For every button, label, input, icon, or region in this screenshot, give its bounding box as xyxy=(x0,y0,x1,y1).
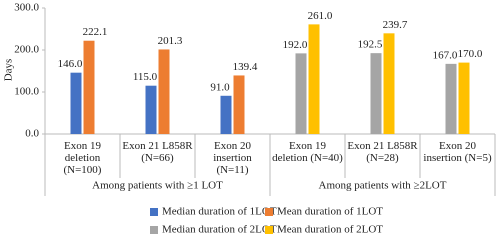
bar xyxy=(145,85,157,134)
bar xyxy=(70,72,82,134)
y-tick-label: 100.0 xyxy=(14,86,39,98)
x-tick-label: Exon 21 L858R (N=28) xyxy=(347,140,418,164)
value-label: 115.0 xyxy=(133,71,158,83)
legend-label: Mean duration of 2LOT xyxy=(277,224,383,236)
value-label: 239.7 xyxy=(383,19,408,31)
value-label: 192.5 xyxy=(358,39,383,51)
legend-label: Mean duration of 1LOT xyxy=(277,206,383,218)
x-tick-label: Exon 20 insertion (N=11) xyxy=(213,140,252,176)
x-tick-label: Exon 20 insertion (N=5) xyxy=(423,140,492,164)
y-tick-label: 0.0 xyxy=(25,128,39,140)
bar xyxy=(458,62,470,134)
legend-label: Median duration of 1LOT xyxy=(162,206,277,218)
group-label: Among patients with ≥2LOT xyxy=(319,180,447,192)
legend-label: Median duration of 2LOT xyxy=(162,224,277,236)
legend-swatch xyxy=(265,208,273,216)
value-label: 261.0 xyxy=(308,10,333,22)
bar xyxy=(295,53,307,134)
value-label: 167.0 xyxy=(433,49,458,61)
value-label: 146.0 xyxy=(58,58,83,70)
group-label: Among patients with ≥1 LOT xyxy=(92,180,223,192)
bar xyxy=(233,75,245,134)
value-label: 192.0 xyxy=(283,39,308,51)
bar xyxy=(158,49,170,135)
bar xyxy=(383,33,395,134)
y-axis-label: Days xyxy=(3,59,15,82)
legend-swatch xyxy=(150,208,158,216)
bar xyxy=(220,95,232,134)
y-tick-label: 200.0 xyxy=(14,44,39,56)
bar xyxy=(308,24,320,135)
x-tick-label: Exon 19 deletion (N=40) xyxy=(272,140,343,164)
legend-swatch xyxy=(265,226,273,234)
value-label: 222.1 xyxy=(83,26,108,38)
bar xyxy=(370,53,382,134)
y-tick-label: 300.0 xyxy=(14,2,39,14)
value-label: 170.0 xyxy=(458,48,483,60)
value-label: 201.3 xyxy=(158,35,183,47)
bar xyxy=(445,63,457,134)
value-label: 91.0 xyxy=(210,81,230,93)
bar xyxy=(83,40,95,134)
legend-swatch xyxy=(150,226,158,234)
x-tick-label: Exon 21 L858R (N=66) xyxy=(122,140,193,164)
value-label: 139.4 xyxy=(233,61,258,73)
x-tick-label: Exon 19 deletion (N=100) xyxy=(63,140,102,176)
